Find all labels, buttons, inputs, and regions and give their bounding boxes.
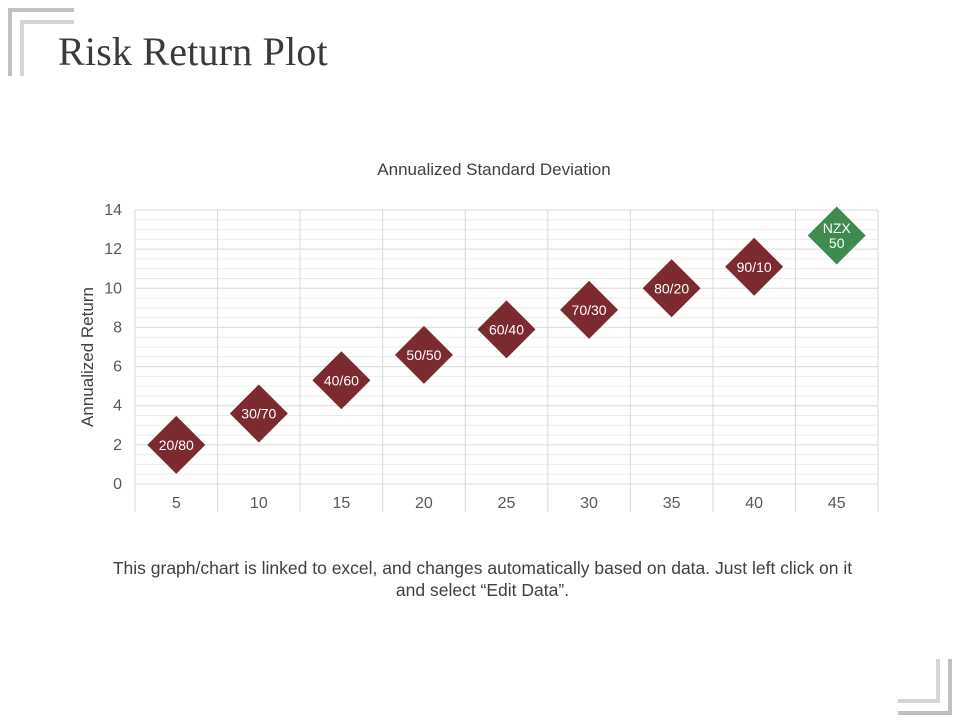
data-point-label: 40/60 <box>324 372 359 388</box>
y-tick-label: 2 <box>113 437 122 454</box>
x-tick-label: 40 <box>745 495 763 512</box>
x-tick-label: 25 <box>498 495 516 512</box>
x-tick-label: 15 <box>332 495 350 512</box>
diamond-marker <box>394 325 453 384</box>
data-point[interactable]: 30/70 <box>229 384 288 443</box>
data-point[interactable]: 20/80 <box>147 415 206 474</box>
data-point-label: 60/40 <box>489 321 524 337</box>
bottom-right-corner-bracket <box>898 659 952 715</box>
data-point[interactable]: 60/40 <box>477 300 536 359</box>
x-tick-label: 10 <box>250 495 268 512</box>
y-tick-label: 12 <box>104 241 122 258</box>
y-axis-ticks: 0 2 4 6 8 10 12 14 <box>104 202 122 493</box>
data-point-label: 20/80 <box>159 437 194 453</box>
y-tick-label: 4 <box>113 398 122 415</box>
diamond-marker <box>560 280 619 339</box>
y-tick-label: 0 <box>113 476 122 493</box>
data-point[interactable]: 40/60 <box>312 351 371 410</box>
diamond-marker <box>725 237 784 296</box>
data-point[interactable]: 80/20 <box>642 259 701 318</box>
data-point[interactable]: 70/30 <box>560 280 619 339</box>
diamond-marker <box>807 206 866 265</box>
diamond-marker <box>477 300 536 359</box>
chart-footnote: This graph/chart is linked to excel, and… <box>112 558 853 600</box>
data-point-label: 50 <box>829 235 845 251</box>
data-point-label: 70/30 <box>572 302 607 318</box>
y-axis-label: Annualized Return <box>78 287 97 427</box>
x-tick-label: 30 <box>580 495 598 512</box>
data-point-label: NZX <box>823 220 852 236</box>
x-tick-label: 20 <box>415 495 433 512</box>
y-tick-label: 10 <box>104 280 122 297</box>
y-tick-label: 14 <box>104 202 122 219</box>
x-axis-ticks: 5 10 15 20 25 30 35 40 45 <box>172 495 846 512</box>
x-tick-label: 35 <box>663 495 681 512</box>
data-point-label: 90/10 <box>737 259 772 275</box>
data-point[interactable]: 50/50 <box>394 325 453 384</box>
x-tick-label: 5 <box>172 495 181 512</box>
risk-return-chart[interactable]: 5 10 15 20 25 30 35 40 45 0 2 4 6 8 10 12 14 20/80 30/70… <box>0 0 960 620</box>
data-point-label: 50/50 <box>406 347 441 363</box>
data-point[interactable]: 90/10 <box>725 237 784 296</box>
chart-title: Annualized Standard Deviation <box>377 160 610 179</box>
slide-title: Risk Return Plot <box>58 29 328 74</box>
y-tick-label: 6 <box>113 359 122 376</box>
x-tick-label: 45 <box>828 495 846 512</box>
diamond-marker <box>147 415 206 474</box>
y-tick-label: 8 <box>113 319 122 336</box>
diamond-marker <box>229 384 288 443</box>
top-left-corner-bracket <box>8 8 74 76</box>
diamond-marker <box>312 351 371 410</box>
data-point-label: 30/70 <box>241 406 276 422</box>
data-markers: 20/80 30/70 40/60 50/50 60/40 70/30 80/20 90/10… <box>147 206 866 474</box>
data-point-label: 80/20 <box>654 280 689 296</box>
diamond-marker <box>642 259 701 318</box>
